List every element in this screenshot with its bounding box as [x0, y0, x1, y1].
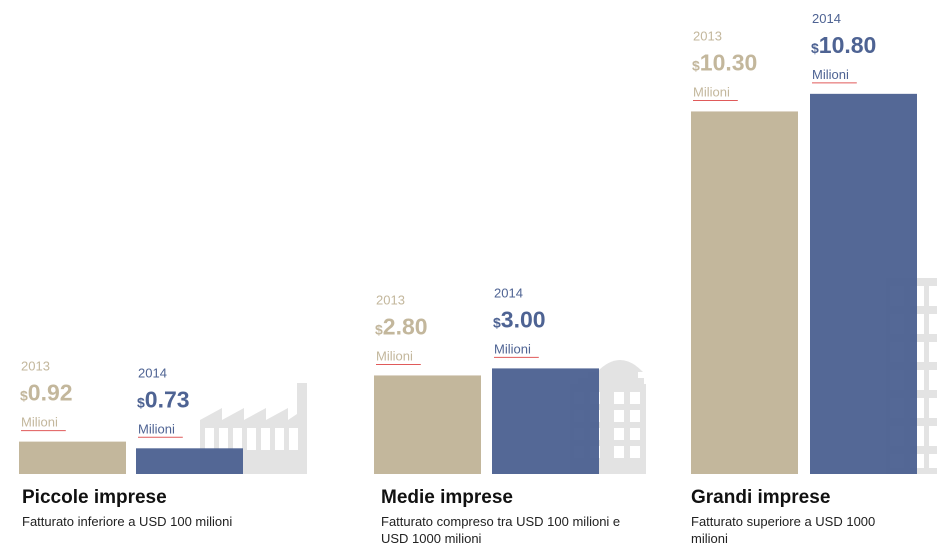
year-label-piccole-imprese-2013: 2013 [21, 359, 50, 374]
category-title-medie-imprese: Medie imprese [381, 487, 513, 508]
year-label-medie-imprese-2013: 2013 [376, 292, 405, 307]
bar-grandi-imprese-2013 [691, 111, 798, 474]
category-description-piccole-imprese: Fatturato inferiore a USD 100 milioni [22, 514, 232, 529]
value-label-grandi-imprese-2014: $10.80 [811, 32, 876, 58]
year-label-medie-imprese-2014: 2014 [494, 285, 523, 300]
unit-label-grandi-imprese-2014: Milioni [812, 67, 849, 82]
labels-layer: 2013 $0.92 Milioni 2014 $0.73 Milioni Piccole … [20, 11, 876, 546]
value-label-medie-imprese-2014: $3.00 [493, 306, 546, 332]
category-description-medie-imprese: Fatturato compreso tra USD 100 milioni e [381, 514, 620, 529]
year-label-grandi-imprese-2014: 2014 [812, 11, 841, 26]
unit-label-medie-imprese-2013: Milioni [376, 348, 413, 363]
bar-piccole-imprese-2013 [19, 441, 126, 474]
bar-grandi-imprese-2014 [810, 93, 917, 474]
category-description-medie-imprese: USD 1000 milioni [381, 531, 482, 546]
value-label-grandi-imprese-2013: $10.30 [692, 49, 757, 75]
year-label-piccole-imprese-2014: 2014 [138, 365, 167, 380]
value-label-medie-imprese-2013: $2.80 [375, 313, 428, 339]
category-title-piccole-imprese: Piccole imprese [22, 487, 167, 508]
value-label-piccole-imprese-2014: $0.73 [137, 386, 190, 412]
category-title-grandi-imprese: Grandi imprese [691, 487, 830, 508]
bar-medie-imprese-2013 [374, 375, 481, 474]
unit-label-medie-imprese-2014: Milioni [494, 341, 531, 356]
category-description-grandi-imprese: milioni [691, 531, 728, 546]
bar-piccole-imprese-2014 [136, 448, 243, 474]
bars-layer [19, 93, 917, 474]
value-label-piccole-imprese-2013: $0.92 [20, 380, 73, 406]
category-description-grandi-imprese: Fatturato superiore a USD 1000 [691, 514, 875, 529]
bar-medie-imprese-2014 [492, 368, 599, 474]
unit-label-piccole-imprese-2013: Milioni [21, 415, 58, 430]
unit-label-grandi-imprese-2013: Milioni [693, 84, 730, 99]
year-label-grandi-imprese-2013: 2013 [693, 28, 722, 43]
unit-label-piccole-imprese-2014: Milioni [138, 421, 175, 436]
